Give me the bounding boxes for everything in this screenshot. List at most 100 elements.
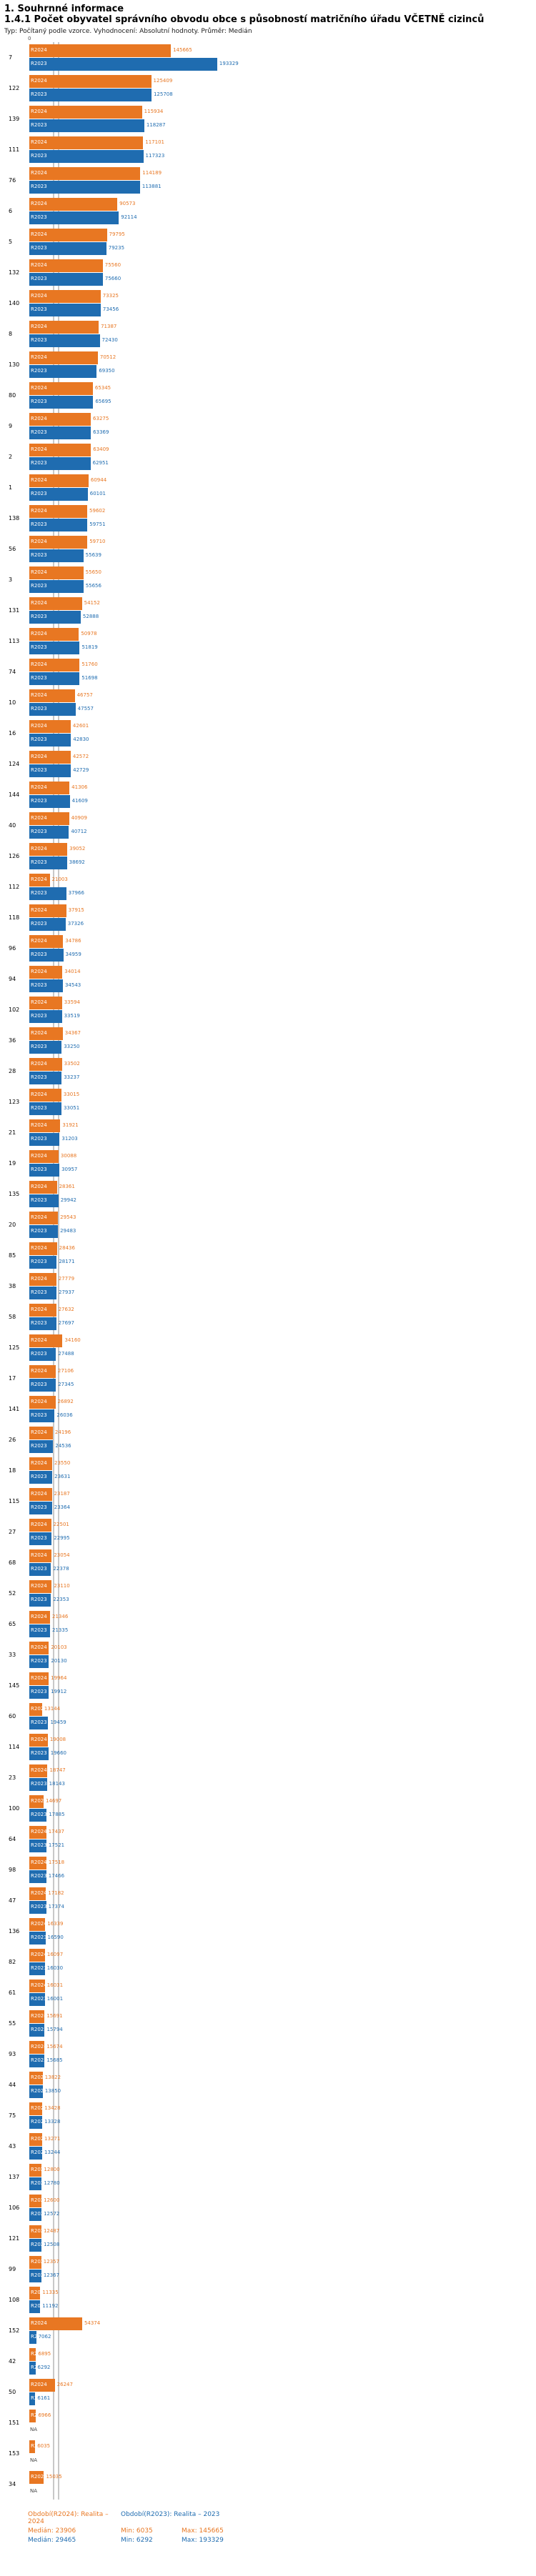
bar-r2024[interactable]: R2024 [29,2010,45,2023]
bar-r2024[interactable]: R2024 [29,74,152,88]
bar-r2023[interactable]: R2023 [29,1716,49,1729]
bar-r2024[interactable]: R2024 [29,934,64,948]
bar-r2024[interactable]: R2024 [29,1887,46,1900]
bar-r2023[interactable]: R2023 [29,1501,52,1514]
bar-r2023[interactable]: R2023 [29,948,64,962]
bar-r2024[interactable]: R2024 [29,1672,49,1685]
bar-r2024[interactable]: R2024 [29,1180,57,1194]
bar-r2023[interactable]: R2023 [29,1378,56,1392]
bar-r2024[interactable]: R2024 [29,2163,42,2177]
bar-r2024[interactable]: R2024 [29,535,88,549]
bar-r2024[interactable]: R2024 [29,2286,41,2300]
bar-r2023[interactable]: R2023 [29,1347,56,1361]
bar-r2024[interactable]: R2024 [29,2102,43,2115]
bar-r2024[interactable]: R2024 [29,812,69,825]
bar-r2023[interactable]: R2023 [29,487,88,501]
bar-r2023[interactable]: R2023 [29,1255,57,1269]
bar-r2023[interactable]: R2023 [29,2207,42,2221]
bar-r2023[interactable]: R2023 [29,2238,41,2252]
bar-r2024[interactable]: R2024 [29,1457,53,1470]
bar-r2023[interactable]: R2023 [29,2115,43,2129]
bar-r2023[interactable]: R2023 [29,456,91,470]
bar-r2024[interactable]: R2024 [29,197,118,211]
bar-r2024[interactable]: R2024 [29,627,79,641]
bar-r2024[interactable]: R2024 [29,965,63,979]
bar-r2023[interactable]: R2023 [29,764,71,777]
bar-r2023[interactable]: R2023 [29,426,91,439]
bar-r2024[interactable]: R2024 [29,2071,43,2085]
bar-r2024[interactable]: R2024 [29,2440,36,2453]
bar-r2023[interactable]: R2023 [29,825,69,839]
bar-r2023[interactable]: R2023 [29,979,63,992]
bar-r2024[interactable]: R2024 [29,1088,61,1102]
bar-r2024[interactable]: R2024 [29,658,80,672]
bar-r2024[interactable]: R2024 [29,136,144,149]
bar-r2023[interactable]: R2023 [29,641,80,654]
bar-r2023[interactable]: R2023 [29,1962,45,1975]
bar-r2024[interactable]: R2024 [29,1027,63,1040]
bar-r2024[interactable]: R2024 [29,2255,41,2269]
bar-r2023[interactable]: R2023 [29,1286,56,1299]
bar-r2023[interactable]: R2023 [29,119,144,132]
bar-r2023[interactable]: R2023 [29,1992,45,2006]
bar-r2024[interactable]: R2024 [29,2409,36,2422]
bar-r2024[interactable]: R2024 [29,2132,43,2146]
bar-r2023[interactable]: R2023 [29,334,100,347]
bar-r2024[interactable]: R2024 [29,1610,51,1624]
bar-r2023[interactable]: R2023 [29,1040,62,1054]
bar-r2024[interactable]: R2024 [29,719,71,733]
bar-r2023[interactable]: R2023 [29,1163,60,1177]
bar-r2023[interactable]: R2023 [29,1593,51,1607]
bar-r2023[interactable]: R2023 [29,395,94,409]
bar-r2023[interactable]: R2023 [29,1194,59,1207]
bar-r2024[interactable]: R2024 [29,1426,53,1439]
bar-r2023[interactable]: R2023 [29,610,81,624]
bar-r2024[interactable]: R2024 [29,1487,52,1501]
bar-r2024[interactable]: R2024 [29,2347,36,2361]
bar-r2023[interactable]: R2023 [29,1931,46,1945]
bar-r2023[interactable]: R2023 [29,1562,51,1576]
bar-r2023[interactable]: R2023 [29,2269,41,2282]
bar-r2023[interactable]: R2023 [29,887,66,900]
bar-r2024[interactable]: R2024 [29,596,82,610]
bar-r2023[interactable]: R2023 [29,1624,50,1637]
bar-r2023[interactable]: R2023 [29,2177,42,2190]
bar-r2023[interactable]: R2023 [29,1654,49,1668]
bar-r2023[interactable]: R2023 [29,1900,46,1914]
bar-r2024[interactable]: R2024 [29,1303,56,1317]
bar-r2023[interactable]: R2023 [29,733,71,747]
bar-r2024[interactable]: R2024 [29,474,89,487]
bar-r2024[interactable]: R2024 [29,1856,46,1869]
bar-r2024[interactable]: R2024 [29,1794,44,1808]
bar-r2024[interactable]: R2024 [29,412,91,426]
bar-r2024[interactable]: R2024 [29,504,88,518]
bar-r2024[interactable]: R2024 [29,289,101,303]
bar-r2024[interactable]: R2024 [29,996,62,1009]
bar-r2024[interactable]: R2024 [29,320,99,334]
bar-r2024[interactable]: R2024 [29,2225,41,2238]
bar-r2024[interactable]: R2024 [29,1272,56,1286]
bar-r2024[interactable]: R2024 [29,1579,52,1593]
bar-r2024[interactable]: R2024 [29,1702,42,1716]
bar-r2023[interactable]: R2023 [29,180,140,194]
bar-r2023[interactable]: R2023 [29,1839,46,1852]
bar-r2024[interactable]: R2024 [29,1917,46,1931]
bar-r2024[interactable]: R2024 [29,750,71,764]
bar-r2024[interactable]: R2024 [29,105,142,119]
bar-r2023[interactable]: R2023 [29,364,97,378]
bar-r2024[interactable]: R2024 [29,1764,48,1777]
bar-r2024[interactable]: R2024 [29,2378,55,2392]
bar-r2024[interactable]: R2024 [29,1334,63,1347]
bar-r2023[interactable]: R2023 [29,1071,62,1084]
bar-r2024[interactable]: R2024 [29,1641,49,1654]
bar-r2024[interactable]: R2024 [29,166,141,180]
bar-r2024[interactable]: R2024 [29,351,98,364]
bar-r2023[interactable]: R2023 [29,272,103,286]
bar-r2024[interactable]: R2024 [29,1979,45,1992]
bar-r2024[interactable]: R2024 [29,259,103,272]
bar-r2023[interactable]: R2023 [29,702,76,716]
bar-r2023[interactable]: R2023 [29,241,106,255]
bar-r2023[interactable]: R2023 [29,1009,62,1023]
bar-r2023[interactable]: R2023 [29,1685,49,1699]
bar-r2023[interactable]: R2023 [29,303,101,316]
